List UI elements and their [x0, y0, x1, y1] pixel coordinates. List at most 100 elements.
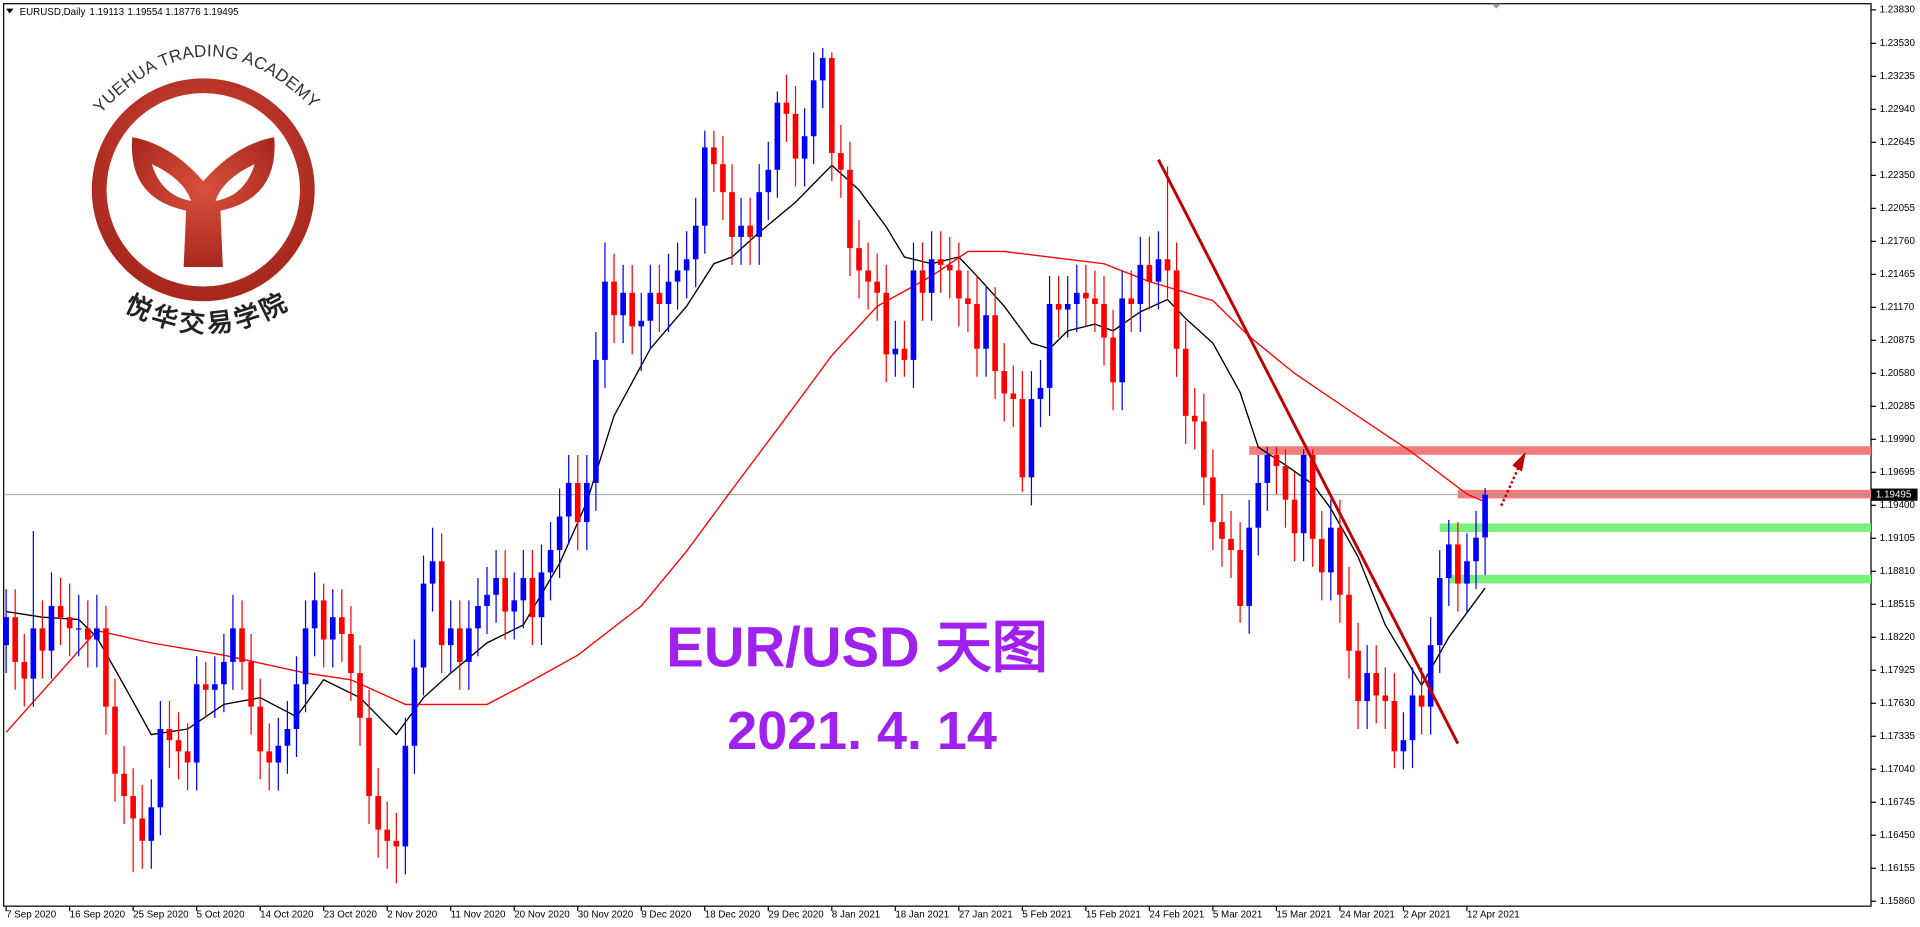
candle-body — [384, 829, 391, 841]
candle-body — [157, 728, 164, 808]
y-tick-label: 1.17335 — [1880, 731, 1916, 742]
candle-body — [974, 303, 980, 349]
candle-body — [366, 717, 372, 797]
x-tick-label: 2 Apr 2021 — [1403, 909, 1450, 920]
candle-body — [1092, 298, 1098, 304]
candle-body — [611, 281, 617, 316]
candle-body — [683, 259, 690, 271]
candle-body — [94, 628, 100, 640]
candle-body — [629, 292, 636, 327]
candle-body — [1309, 454, 1316, 539]
current-price-box — [1871, 488, 1918, 501]
candle-body — [1264, 454, 1271, 483]
y-tick-label: 1.17925 — [1880, 665, 1916, 676]
y-tick-label: 1.19400 — [1880, 500, 1916, 511]
candle-body — [320, 600, 327, 640]
candle-body — [1219, 522, 1225, 539]
candle-body — [1328, 527, 1334, 573]
x-tick-label: 12 Apr 2021 — [1467, 909, 1520, 920]
candle-body — [638, 320, 645, 327]
candle-body — [438, 561, 445, 646]
candle-body — [12, 617, 19, 662]
candle-body — [248, 661, 254, 707]
candle-body — [729, 192, 735, 237]
x-tick-label: 8 Jan 2021 — [832, 909, 880, 920]
candle-body — [193, 684, 200, 763]
candle-body — [293, 684, 300, 729]
candle-body — [665, 281, 672, 304]
y-tick-label: 1.23530 — [1880, 38, 1916, 49]
candle-body — [1355, 650, 1361, 702]
candle-body — [121, 773, 127, 797]
candle-body — [103, 628, 109, 707]
candle-body — [420, 583, 427, 668]
candle-body — [1473, 537, 1479, 562]
candle-body — [257, 706, 263, 752]
candle-body — [529, 578, 536, 618]
x-tick-label: 5 Feb 2021 — [1022, 909, 1072, 920]
x-tick-label: 15 Feb 2021 — [1086, 909, 1141, 920]
candle-body — [1028, 399, 1035, 478]
candle-body — [339, 617, 345, 634]
candle-body — [965, 298, 971, 304]
y-tick-label: 1.22350 — [1880, 170, 1916, 181]
x-tick-label: 20 Nov 2020 — [514, 909, 570, 920]
x-tick-label: 16 Sep 2020 — [70, 909, 126, 920]
candle-body — [211, 684, 218, 690]
candle-body — [692, 225, 699, 260]
candle-body — [1409, 695, 1416, 741]
candle-body — [520, 578, 527, 601]
x-tick-label: 24 Feb 2021 — [1149, 909, 1204, 920]
candle-body — [874, 281, 880, 293]
candle-body — [574, 482, 581, 523]
candle-body — [1001, 371, 1008, 394]
candle-body — [1318, 538, 1325, 573]
high-value: 1.19554 — [127, 7, 163, 18]
logo-ring — [91, 78, 315, 302]
symbol-label: EURUSD,Daily — [20, 7, 86, 18]
candle-body — [928, 259, 935, 293]
x-tick-label: 9 Dec 2020 — [641, 909, 692, 920]
candle-body — [302, 628, 309, 685]
candle-body — [1273, 454, 1280, 467]
candle-body — [1282, 466, 1289, 500]
candle-body — [1010, 393, 1017, 400]
candle-body — [1064, 303, 1071, 310]
y-tick-label: 1.22055 — [1880, 203, 1916, 214]
arrow-shaft — [1500, 467, 1520, 507]
candle-body — [1073, 292, 1080, 304]
x-tick-label: 18 Jan 2021 — [895, 909, 949, 920]
candle-body — [584, 482, 590, 523]
candle-body — [511, 600, 518, 612]
candle-body — [1391, 701, 1398, 752]
chart-title: EUR/USD 天图 — [666, 615, 1048, 678]
candle-body — [84, 628, 91, 640]
candle-body — [139, 818, 146, 841]
candle-body — [1164, 259, 1171, 271]
moving-average-line — [6, 164, 1486, 736]
candle-body — [357, 673, 363, 718]
candle-body — [810, 80, 817, 137]
candle-body — [1364, 673, 1370, 702]
y-tick-label: 1.18810 — [1880, 566, 1916, 577]
candle-body — [828, 57, 835, 154]
x-tick-label: 11 Nov 2020 — [451, 909, 506, 920]
y-tick-label: 1.17040 — [1880, 764, 1916, 775]
candle-body — [66, 617, 73, 629]
candle-body — [1228, 538, 1234, 551]
candle-body — [856, 248, 862, 271]
shift-marker — [1491, 3, 1502, 9]
candle-body — [1119, 298, 1125, 383]
candle-body — [130, 796, 136, 819]
candle-body — [865, 270, 871, 282]
candle-body — [311, 600, 318, 629]
y-tick-label: 1.21465 — [1880, 269, 1916, 280]
y-tick-label: 1.15860 — [1880, 896, 1916, 907]
price-level — [1249, 446, 1872, 455]
x-tick-label: 18 Dec 2020 — [705, 909, 761, 920]
candle-body — [202, 684, 209, 690]
candle-body — [1101, 303, 1107, 338]
y-tick-label: 1.23235 — [1880, 71, 1916, 82]
